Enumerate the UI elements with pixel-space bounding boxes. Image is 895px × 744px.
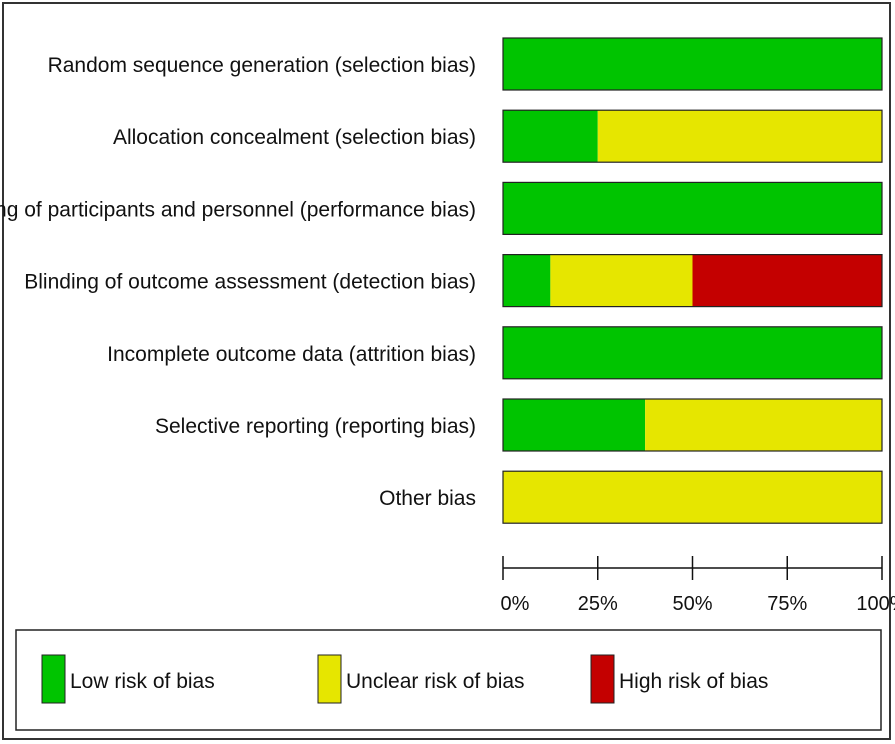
category-labels: Random sequence generation (selection bi…: [0, 54, 476, 510]
category-label: Allocation concealment (selection bias): [113, 126, 476, 149]
legend-label-high: High risk of bias: [619, 670, 768, 693]
legend-swatch-unclear: [317, 654, 342, 704]
bar-segment-low: [503, 110, 598, 163]
bar-segment-low: [503, 399, 646, 451]
bar-segment-unclear: [645, 399, 882, 451]
bar-outline: [502, 109, 883, 163]
bar-segment-low: [503, 254, 551, 307]
x-tick-label: 50%: [672, 593, 712, 615]
bar-outline: [502, 326, 883, 380]
legend-swatch-high: [590, 654, 615, 704]
legend: Low risk of bias Unclear risk of bias High…: [15, 629, 882, 731]
bar-outline: [502, 470, 883, 524]
bar-segment-low: [503, 326, 882, 379]
legend-label-low: Low risk of bias: [70, 670, 215, 693]
category-label: Incomplete outcome data (attrition bias): [107, 343, 476, 366]
category-label: Selective reporting (reporting bias): [155, 415, 476, 438]
bar-segment-low: [503, 182, 882, 235]
bars-group: [502, 37, 883, 524]
category-label: Random sequence generation (selection bi…: [48, 54, 476, 77]
bar-outline: [502, 37, 883, 91]
x-tick-label: 75%: [767, 593, 807, 615]
bar-outline: [502, 254, 883, 308]
legend-box: [15, 629, 882, 731]
bar-outline: [502, 181, 883, 235]
x-tick-label: 100%: [856, 593, 895, 615]
x-tick-label: 0%: [501, 593, 530, 615]
bar-segment-low: [503, 38, 882, 90]
x-axis: 0% 25% 50% 75% 100%: [501, 556, 895, 615]
category-label: Blinding of outcome assessment (detectio…: [24, 271, 476, 294]
category-label: Blinding of participants and personnel (…: [0, 198, 476, 221]
legend-swatch-low: [41, 654, 66, 704]
x-tick-label: 25%: [578, 593, 618, 615]
bar-segment-high: [692, 254, 882, 307]
bar-outline: [502, 398, 883, 452]
legend-label-unclear: Unclear risk of bias: [346, 670, 525, 693]
category-label: Other bias: [379, 487, 476, 510]
bar-segment-unclear: [550, 254, 693, 307]
bar-segment-unclear: [597, 110, 882, 163]
bar-segment-unclear: [503, 471, 882, 524]
